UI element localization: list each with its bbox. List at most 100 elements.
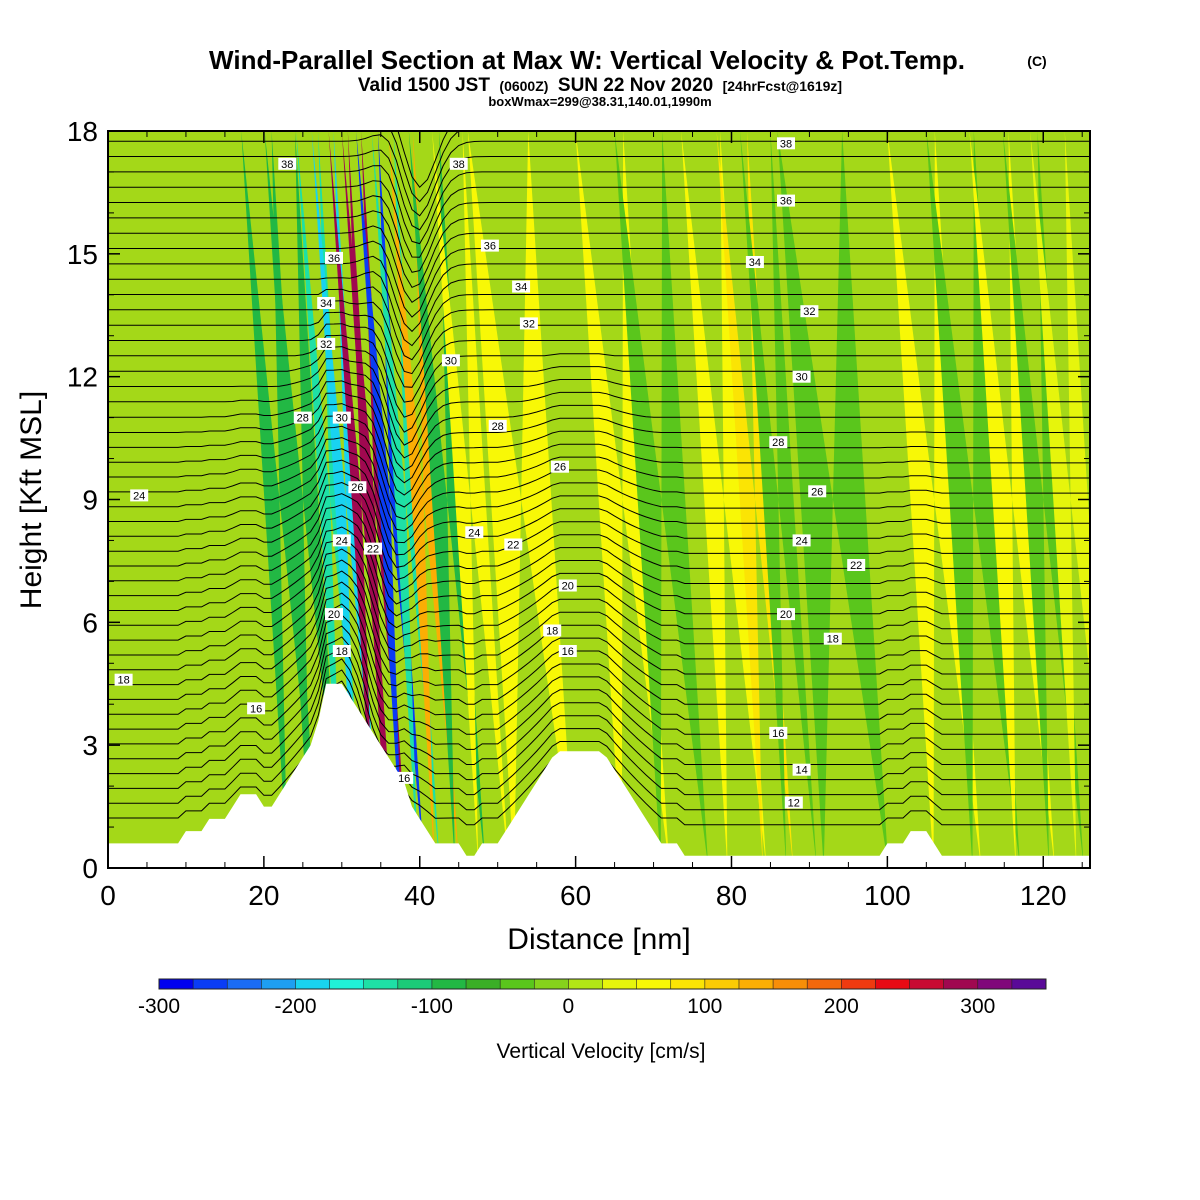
colorbar-swatch <box>227 979 262 989</box>
isentrope-label: 30 <box>332 411 351 425</box>
w-band <box>740 131 817 868</box>
isentrope-line <box>108 300 1090 375</box>
isentrope-label-text: 14 <box>795 765 807 777</box>
isentrope-line <box>108 225 1090 303</box>
isentrope-label-text: 16 <box>562 646 574 658</box>
x-tick-label: 60 <box>560 880 591 911</box>
utc-time-label: (0600Z) <box>499 78 548 94</box>
w-band <box>887 131 982 868</box>
isentrope-label: 22 <box>364 542 382 556</box>
isentrope-line <box>108 669 1090 811</box>
isentrope-line <box>108 647 1090 781</box>
isentrope-label-text: 24 <box>795 535 807 547</box>
isentrope-label-text: 18 <box>546 626 558 638</box>
isentrope-label-text: 38 <box>281 159 293 171</box>
colorbar-swatch <box>807 979 842 989</box>
isentrope-line <box>108 368 1090 459</box>
colorbar-tick-label: 0 <box>563 995 575 1018</box>
isentrope-label: 18 <box>823 632 842 646</box>
isentrope-label: 34 <box>512 280 531 294</box>
y-tick-label: 6 <box>82 607 98 638</box>
isentrope-line <box>108 614 1090 735</box>
colorbar-swatch <box>261 979 296 989</box>
isentrope-label: 18 <box>543 624 562 638</box>
isentrope-label-text: 32 <box>523 318 535 330</box>
isentrope-line <box>108 255 1090 333</box>
isentrope-label: 24 <box>130 489 149 502</box>
w-band <box>388 131 460 868</box>
isentrope-line <box>108 425 1090 520</box>
isentrope-line <box>108 537 1090 641</box>
isentrope-label-text: 34 <box>515 282 527 294</box>
isentrope-label-text: 24 <box>336 535 348 547</box>
isentrope-line <box>108 592 1090 705</box>
isentrope-line <box>108 357 1090 446</box>
isentrope-label: 28 <box>488 419 507 433</box>
isentrope-label: 16 <box>247 702 266 715</box>
isentrope-label-text: 22 <box>850 560 862 572</box>
w-band <box>1030 131 1090 868</box>
isentrope-line <box>108 180 1090 258</box>
isentrope-line <box>108 625 1090 750</box>
isentrope-label-text: 28 <box>772 437 784 449</box>
isentrope-label-text: 30 <box>795 372 807 384</box>
w-band <box>716 131 794 868</box>
colorbar-tick-label: 300 <box>960 995 995 1018</box>
y-tick-label: 3 <box>82 730 98 761</box>
isentrope-line <box>108 134 1090 217</box>
isentrope-line <box>108 470 1090 568</box>
colorbar-swatch <box>943 979 979 989</box>
isentrope-label-text: 28 <box>492 421 504 433</box>
isentrope-label: 38 <box>777 137 795 150</box>
colorbar-swatch <box>534 979 569 989</box>
isentrope-label-text: 34 <box>320 298 332 310</box>
colorbar-swatch <box>704 979 740 989</box>
isentrope-line <box>108 380 1090 472</box>
y-tick-label: 15 <box>67 239 98 270</box>
isentrope-label: 14 <box>792 763 811 777</box>
isentrope-label-text: 16 <box>772 728 784 740</box>
isentrope-label: 28 <box>293 411 312 425</box>
isentrope-label: 36 <box>480 239 499 253</box>
isentrope-label: 32 <box>317 337 336 351</box>
isentrope-label: 18 <box>114 673 133 687</box>
w-band <box>241 131 318 868</box>
colorbar-swatch <box>773 979 808 989</box>
colorbar-swatch <box>466 979 501 989</box>
isentrope-label-text: 32 <box>803 306 815 318</box>
isentrope-label: 12 <box>784 796 803 810</box>
isentrope-line <box>108 581 1090 690</box>
colorbar-tick-label: 100 <box>687 995 722 1018</box>
isentrope-label-text: 20 <box>328 609 340 621</box>
w-band <box>408 131 486 868</box>
isentrope-label-text: 26 <box>811 486 823 498</box>
colorbar-swatch <box>738 979 774 989</box>
isentrope-label-text: 18 <box>336 646 348 658</box>
contour-labels: 12 14 16 16 16 16 18 18 18 18 20 20 20 22 22 22 24 24 24 24… <box>114 137 866 810</box>
terrain-profile <box>108 683 1090 868</box>
isentrope-line <box>108 548 1090 652</box>
x-tick-label: 20 <box>248 880 279 911</box>
isentrope-line <box>108 437 1090 532</box>
vertical-velocity-field <box>241 131 1090 868</box>
isentrope-line <box>108 403 1090 496</box>
colorbar-swatch <box>363 979 399 989</box>
isentrope-label: 18 <box>332 645 351 658</box>
x-tick-label: 0 <box>100 880 116 911</box>
isentrope-line <box>108 391 1090 484</box>
y-tick-label: 12 <box>67 362 98 393</box>
isentrope-line <box>108 459 1090 556</box>
w-band <box>371 131 440 868</box>
colorbar-tick-label: 200 <box>824 995 859 1018</box>
isentrope-label-text: 18 <box>827 634 839 646</box>
colorbar-swatch <box>295 979 330 989</box>
w-band <box>969 131 1055 868</box>
isentrope-label-text: 24 <box>468 527 480 539</box>
colorbar-label: Vertical Velocity [cm/s] <box>497 1040 706 1063</box>
x-axis-label: Distance [nm] <box>507 923 690 956</box>
isentrope-line <box>108 559 1090 664</box>
isentrope-label: 20 <box>558 579 577 593</box>
colorbar-swatch <box>159 979 194 989</box>
isentrope-label: 30 <box>441 354 460 367</box>
